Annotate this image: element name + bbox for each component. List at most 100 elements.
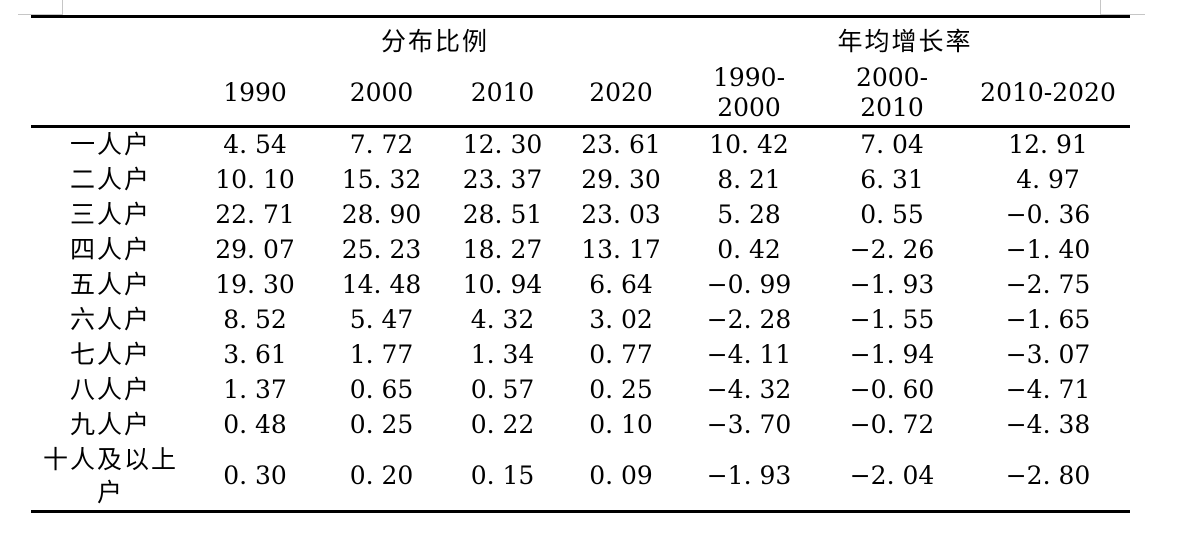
value-cell: 0. 10: [589, 409, 653, 439]
table-row: 七人户 3. 61 1. 77 1. 34 0. 77 −4. 11 −1. 94 −3. 0…: [31, 337, 1130, 372]
value-cell: 19. 30: [215, 269, 295, 299]
value-cell: 6. 31: [860, 164, 924, 194]
value-cell: 0. 15: [470, 461, 535, 491]
column-header-2020: 2020: [562, 61, 681, 128]
value-cell: 10. 10: [215, 164, 295, 194]
value-cell: 0. 25: [349, 409, 414, 439]
value-cell: 12. 30: [462, 130, 543, 160]
value-cell: 29. 30: [581, 164, 661, 194]
value-cell: 0. 77: [589, 339, 653, 369]
value-cell: 8. 21: [717, 164, 781, 194]
value-cell: 18. 27: [462, 234, 543, 264]
table-row: 一人户 4. 54 7. 72 12. 30 23. 61 10. 42 7. 04 12. …: [31, 127, 1130, 162]
value-cell: −0. 72: [849, 409, 935, 439]
row-label: 八人户: [69, 374, 151, 404]
value-cell: 0. 42: [717, 234, 781, 264]
value-cell: 1. 34: [470, 339, 535, 369]
value-cell: 0. 22: [470, 409, 535, 439]
table-body: 一人户 4. 54 7. 72 12. 30 23. 61 10. 42 7. 04 12. …: [31, 127, 1130, 512]
column-header-2010-2020: 2010-2020: [966, 61, 1131, 128]
row-label: 六人户: [69, 304, 151, 334]
value-cell: 7. 72: [349, 130, 414, 160]
value-cell: −1. 94: [849, 339, 935, 369]
value-cell: 10. 42: [709, 130, 789, 160]
value-cell: 0. 30: [223, 461, 287, 491]
table-row: 九人户 0. 48 0. 25 0. 22 0. 10 −3. 70 −0. 72 −4. 3…: [31, 407, 1130, 442]
table-corner-mark-top-right-vertical: [1100, 0, 1101, 15]
household-size-statistics-table: 分布比例 年均增长率 1990 2000 2010 2020 1990- 200…: [31, 15, 1131, 513]
value-cell: 0. 65: [349, 374, 414, 404]
value-cell: −1. 93: [706, 461, 792, 491]
row-label: 一人户: [69, 130, 151, 160]
table-row: 三人户 22. 71 28. 90 28. 51 23. 03 5. 28 0. 55 −0.…: [31, 197, 1130, 232]
value-cell: 13. 17: [581, 234, 661, 264]
row-label: 七人户: [69, 339, 151, 369]
value-cell: 22. 71: [215, 199, 295, 229]
value-cell: −1. 55: [849, 304, 935, 334]
group-header-annual-growth-rate: 年均增长率: [837, 26, 973, 56]
table-row: 六人户 8. 52 5. 47 4. 32 3. 02 −2. 28 −1. 55 −1. 6…: [31, 302, 1130, 337]
value-cell: 0. 55: [860, 199, 924, 229]
value-cell: −0. 60: [849, 374, 935, 404]
value-cell: 4. 54: [223, 130, 287, 160]
value-cell: 3. 02: [589, 304, 653, 334]
value-cell: 28. 51: [462, 199, 543, 229]
column-header-2000: 2000: [320, 61, 443, 128]
value-cell: 5. 28: [717, 199, 781, 229]
table-row: 五人户 19. 30 14. 48 10. 94 6. 64 −0. 99 −1. 93 −2…: [31, 267, 1130, 302]
value-cell: 5. 47: [349, 304, 414, 334]
column-header-2000-2010: 2000- 2010: [818, 61, 967, 128]
table-corner-mark-top-left-vertical: [62, 0, 63, 15]
column-header-row: 1990 2000 2010 2020 1990- 2000 2000- 201…: [31, 61, 1131, 128]
value-cell: 4. 32: [470, 304, 535, 334]
value-cell: −2. 04: [849, 461, 935, 491]
value-cell: 15. 32: [341, 164, 422, 194]
value-cell: 23. 03: [581, 199, 661, 229]
row-label: 四人户: [69, 234, 151, 264]
table-corner-mark-top-right-horizontal: [1100, 14, 1145, 15]
column-header-1990: 1990: [190, 61, 320, 128]
group-header-distribution-ratio: 分布比例: [381, 26, 490, 56]
value-cell: 10. 94: [462, 269, 543, 299]
table-row: 二人户 10. 10 15. 32 23. 37 29. 30 8. 21 6. 31 4. …: [31, 162, 1130, 197]
group-header-row: 分布比例 年均增长率: [31, 17, 1130, 62]
value-cell: 7. 04: [860, 130, 924, 160]
value-cell: 0. 25: [589, 374, 653, 404]
table-row: 四人户 29. 07 25. 23 18. 27 13. 17 0. 42 −2. 26 −1…: [31, 232, 1130, 267]
value-cell: 23. 37: [462, 164, 543, 194]
value-cell: −3. 07: [1005, 339, 1091, 369]
value-cell: 0. 48: [223, 409, 287, 439]
value-cell: −2. 80: [1005, 461, 1091, 491]
value-cell: −0. 36: [1005, 199, 1091, 229]
table-corner-mark-top-left-horizontal: [18, 14, 63, 15]
value-cell: 29. 07: [215, 234, 295, 264]
value-cell: −1. 40: [1005, 234, 1091, 264]
row-label: 三人户: [69, 199, 151, 229]
value-cell: −4. 38: [1005, 409, 1091, 439]
value-cell: −2. 75: [1005, 269, 1091, 299]
value-cell: −4. 32: [706, 374, 792, 404]
value-cell: 3. 61: [223, 339, 287, 369]
value-cell: 4. 97: [1016, 164, 1080, 194]
value-cell: −1. 65: [1005, 304, 1091, 334]
column-header-1990-2000: 1990- 2000: [680, 61, 819, 128]
value-cell: 1. 77: [349, 339, 414, 369]
value-cell: 8. 52: [223, 304, 287, 334]
value-cell: 25. 23: [341, 234, 422, 264]
value-cell: −0. 99: [706, 269, 792, 299]
value-cell: −3. 70: [706, 409, 792, 439]
row-label: 二人户: [69, 164, 151, 194]
value-cell: 1. 37: [223, 374, 287, 404]
table-row: 十人及以上 户 0. 30 0. 20 0. 15 0. 09 −1. 93 −2. 04 −…: [31, 442, 1130, 512]
column-header-2010: 2010: [443, 61, 562, 128]
blank-header-cell: [31, 61, 190, 128]
value-cell: 12. 91: [1008, 130, 1088, 160]
value-cell: 0. 20: [349, 461, 414, 491]
table-row: 八人户 1. 37 0. 65 0. 57 0. 25 −4. 32 −0. 60 −4. 7…: [31, 372, 1130, 407]
value-cell: 6. 64: [589, 269, 653, 299]
value-cell: 14. 48: [341, 269, 422, 299]
row-label: 九人户: [69, 409, 151, 439]
row-label: 十人及以上 户: [42, 444, 178, 507]
value-cell: 23. 61: [581, 130, 661, 160]
